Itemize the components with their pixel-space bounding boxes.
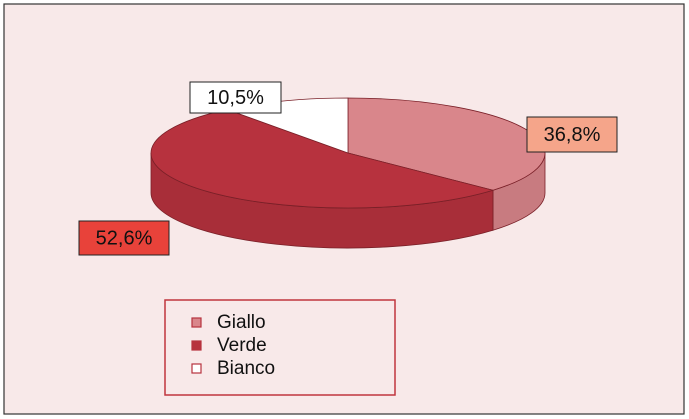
pie bbox=[150, 97, 546, 249]
legend-marker bbox=[191, 317, 202, 328]
data-label-box bbox=[78, 220, 170, 256]
legend-marker bbox=[191, 340, 202, 351]
data-label: 10,5% bbox=[207, 87, 264, 109]
data-label: 52,6% bbox=[96, 227, 153, 249]
legend-label: Bianco bbox=[217, 358, 275, 379]
pie-slice bbox=[150, 109, 495, 209]
data-label-box bbox=[526, 116, 618, 153]
legend-label: Verde bbox=[217, 335, 267, 356]
legend bbox=[164, 299, 396, 396]
legend-label: Giallo bbox=[217, 312, 266, 333]
data-label: 36,8% bbox=[544, 124, 601, 146]
legend-marker bbox=[191, 363, 202, 374]
data-label-box bbox=[189, 81, 282, 114]
